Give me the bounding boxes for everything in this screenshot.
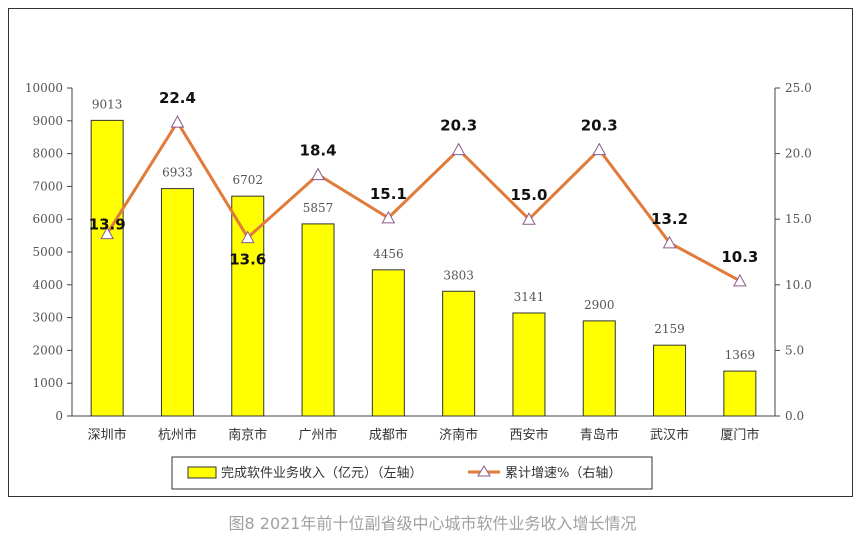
triangle-marker xyxy=(100,226,114,240)
left-tick-label: 4000 xyxy=(32,278,63,292)
bar xyxy=(512,312,546,417)
line-label: 22.4 xyxy=(159,89,196,107)
category-label: 南京市 xyxy=(228,427,267,443)
right-tick-label: 15.0 xyxy=(785,212,812,226)
triangle-marker xyxy=(592,142,607,156)
bar-label: 4456 xyxy=(373,247,404,261)
legend-line-label: 累计增速%（右轴） xyxy=(505,466,621,481)
left-tick-label: 1000 xyxy=(32,376,63,390)
triangle-marker xyxy=(522,212,536,225)
triangle-marker xyxy=(662,235,677,249)
bar-label: 6702 xyxy=(232,173,263,187)
bar-label: 9013 xyxy=(92,97,123,111)
category-label: 广州市 xyxy=(299,427,338,443)
category-label: 青岛市 xyxy=(580,427,619,443)
bar xyxy=(301,223,335,417)
bar-label: 2159 xyxy=(654,322,685,336)
line-label: 20.3 xyxy=(581,117,618,135)
category-label: 厦门市 xyxy=(720,427,759,443)
bar xyxy=(582,320,616,417)
category-label: 杭州市 xyxy=(158,427,197,443)
right-tick-label: 5.0 xyxy=(785,343,804,357)
triangle-marker xyxy=(311,167,325,181)
category-label: 武汉市 xyxy=(650,427,689,443)
line-label: 13.6 xyxy=(229,251,266,269)
bar-label: 1369 xyxy=(725,348,756,362)
legend-bar-label: 完成软件业务收入（亿元）（左轴） xyxy=(221,465,423,481)
legend-bar-swatch xyxy=(187,466,217,479)
left-tick-label: 7000 xyxy=(32,179,63,193)
bar-label: 3141 xyxy=(514,290,545,304)
triangle-marker xyxy=(240,230,255,244)
right-tick-label: 20.0 xyxy=(785,147,812,161)
bar-label: 5857 xyxy=(303,201,334,215)
triangle-marker xyxy=(451,142,466,156)
triangle-marker xyxy=(381,210,396,224)
bar xyxy=(653,344,687,417)
left-tick-label: 5000 xyxy=(32,245,63,259)
line-label: 15.1 xyxy=(370,185,407,203)
line-label: 20.3 xyxy=(440,117,477,135)
triangle-marker xyxy=(170,115,185,128)
line-label: 18.4 xyxy=(300,142,337,160)
line-label: 15.0 xyxy=(510,186,547,204)
bar xyxy=(442,290,476,417)
category-label: 济南市 xyxy=(439,427,478,443)
left-tick-label: 9000 xyxy=(32,114,63,128)
line-label: 13.9 xyxy=(89,216,126,234)
category-label: 西安市 xyxy=(509,427,548,443)
growth-line xyxy=(105,119,741,283)
bar-label: 6933 xyxy=(162,166,193,180)
chart-frame xyxy=(8,8,853,497)
right-tick-label: 0.0 xyxy=(785,409,804,423)
left-tick-label: 2000 xyxy=(32,343,63,357)
bar xyxy=(160,188,194,417)
category-label: 成都市 xyxy=(369,427,408,443)
left-tick-label: 0 xyxy=(55,409,63,423)
triangle-marker xyxy=(733,273,747,287)
bar xyxy=(723,370,757,417)
line-label: 10.3 xyxy=(721,248,758,266)
chart-title: 图8 2021年前十位副省级中心城市软件业务收入增长情况 xyxy=(228,514,637,533)
category-label: 深圳市 xyxy=(88,427,127,443)
line-label: 13.2 xyxy=(651,210,688,228)
bar xyxy=(90,119,124,417)
bar-label: 3803 xyxy=(443,268,474,282)
bar xyxy=(371,269,405,417)
legend-triangle-icon xyxy=(477,465,491,477)
left-tick-label: 10000 xyxy=(25,81,63,95)
legend-box xyxy=(171,456,653,490)
right-tick-label: 25.0 xyxy=(785,81,812,95)
left-tick-label: 8000 xyxy=(32,147,63,161)
left-tick-label: 3000 xyxy=(32,311,63,325)
left-tick-label: 6000 xyxy=(32,212,63,226)
right-tick-label: 10.0 xyxy=(785,278,812,292)
bar-label: 2900 xyxy=(584,298,615,312)
